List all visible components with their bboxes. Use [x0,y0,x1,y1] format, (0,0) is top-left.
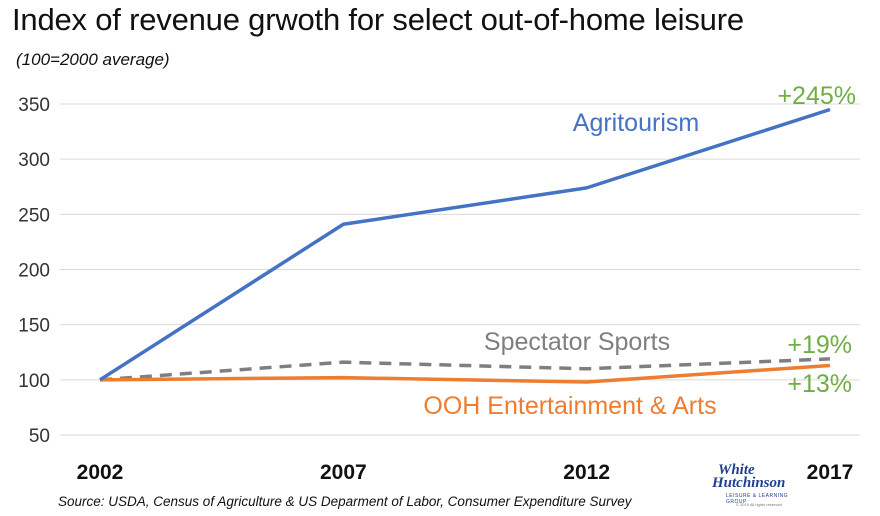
change-label: +13% [787,370,852,398]
series-line-agritourism [99,107,831,382]
y-tick-label: 300 [18,150,50,171]
y-tick-label: 100 [18,371,50,392]
series-label: OOH Entertainment & Arts [423,392,716,420]
y-tick-label: 350 [18,95,50,116]
chart-subtitle: (100=2000 average) [16,50,170,69]
x-tick-label: 2002 [77,461,124,484]
change-label: +245% [777,82,856,110]
y-tick-label: 250 [18,205,50,226]
series-label: Agritourism [573,109,699,137]
chart-title: Index of revenue grwoth for select out-o… [12,2,744,37]
y-tick-label: 150 [18,316,50,337]
series-line-spectator-sports [99,357,831,382]
source-note: Source: USDA, Census of Agriculture & US… [58,494,632,509]
change-label: +19% [787,331,852,359]
logo-line-3: LEISURE & LEARNING GROUP [726,493,789,505]
series-labels: Agritourism +245% Spectator Sports +19% OOH … [423,82,856,420]
series-lines [99,107,831,384]
white-hutchinson-logo: White Hutchinson LEISURE & LEARNING GROU… [712,462,792,510]
series-label: Spectator Sports [484,328,670,356]
y-tick-label: 50 [29,426,50,447]
logo-line-2: Hutchinson [712,475,786,491]
x-tick-label: 2017 [807,461,854,484]
x-axis-ticks: 2002 2007 2012 2017 [77,461,854,484]
y-axis-ticks: 50 100 150 200 250 300 350 [18,95,50,447]
series-line-ooh-entertainment-arts [99,363,831,384]
x-tick-label: 2012 [563,461,610,484]
logo-line-4: © 2019 All rights reserved [736,502,782,507]
gridlines [60,103,860,436]
x-tick-label: 2007 [320,461,367,484]
y-tick-label: 200 [18,261,50,282]
logo-line-1: White [718,462,755,478]
